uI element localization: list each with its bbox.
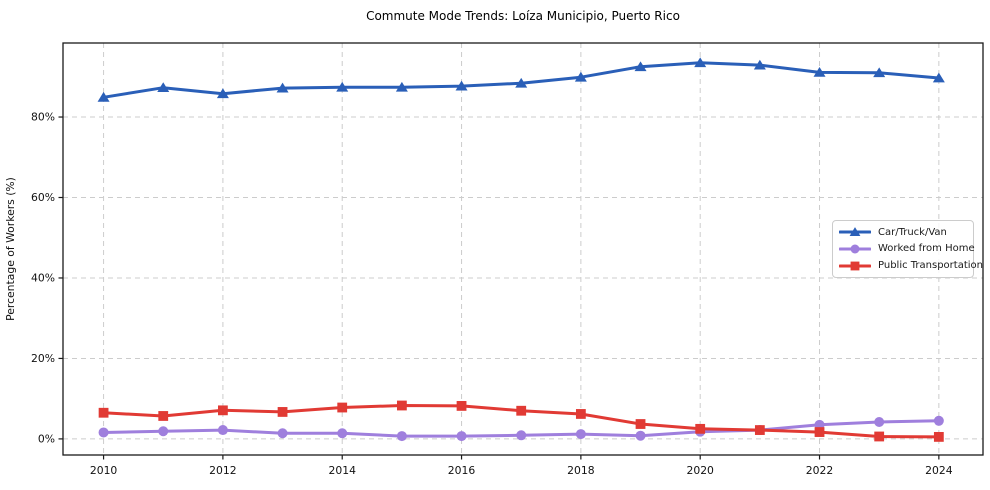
y-tick-label: 80% (31, 111, 55, 124)
x-tick-label: 2022 (806, 464, 833, 477)
square-marker-icon (839, 261, 871, 271)
y-tick-label: 0% (38, 433, 55, 446)
x-tick-label: 2018 (567, 464, 595, 477)
legend: Car/Truck/Van Worked from Home Public Tr… (832, 220, 983, 278)
x-tick-label: 2016 (448, 464, 476, 477)
x-tick-label: 2014 (328, 464, 356, 477)
legend-item-worked-from-home: Worked from Home (839, 243, 975, 255)
y-tick-label: 40% (31, 272, 55, 285)
legend-item-car-truck-van: Car/Truck/Van (839, 226, 967, 238)
series-car-truck-van (97, 57, 945, 102)
x-tick-label: 2020 (686, 464, 714, 477)
series-public-transportation (98, 400, 944, 442)
x-tick-label: 2010 (90, 464, 118, 477)
y-tick-label: 20% (31, 352, 55, 365)
legend-label: Public Transportation (878, 260, 983, 272)
chart-title: Commute Mode Trends: Loíza Municipio, Pu… (366, 9, 680, 23)
series-layer (97, 57, 945, 442)
triangle-marker-icon (839, 227, 871, 237)
y-tick-label: 60% (31, 191, 55, 204)
legend-label: Worked from Home (878, 243, 975, 255)
circle-marker-icon (839, 244, 871, 254)
legend-label: Car/Truck/Van (878, 226, 947, 238)
x-tick-label: 2012 (209, 464, 236, 477)
x-tick-label: 2024 (925, 464, 953, 477)
y-axis-label: Percentage of Workers (%) (4, 177, 17, 321)
axes: 2010 2012 2014 2016 2018 2020 2022 2024 0% 20% 40%… (31, 42, 984, 477)
legend-item-public-transportation: Public Transportation (839, 260, 983, 272)
